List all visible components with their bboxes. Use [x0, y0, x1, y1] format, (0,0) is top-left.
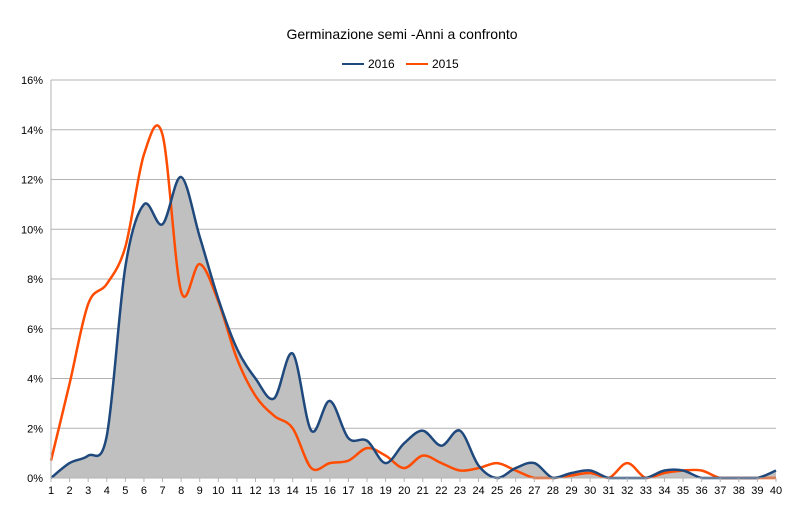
- x-tick-label: 33: [640, 485, 652, 497]
- x-tick-label: 5: [122, 485, 128, 497]
- axes: [50, 80, 777, 482]
- chart-title: Germinazione semi -Anni a confronto: [286, 26, 517, 42]
- series-line-2016: [50, 175, 777, 480]
- y-tick-label: 12%: [21, 175, 43, 187]
- x-tick-label: 25: [491, 485, 503, 497]
- x-tick-label: 10: [212, 485, 224, 497]
- x-tick-label: 17: [342, 485, 354, 497]
- x-tick-label: 30: [584, 485, 596, 497]
- x-tick-label: 14: [287, 485, 299, 497]
- x-tick-label: 35: [677, 485, 689, 497]
- x-tick-label: 39: [751, 485, 763, 497]
- x-tick-label: 34: [658, 485, 670, 497]
- x-tick-label: 19: [379, 485, 391, 497]
- legend: 2016 2015: [342, 57, 459, 71]
- x-tick-label: 1: [48, 485, 54, 497]
- x-tick-label: 3: [85, 485, 91, 497]
- x-tick-label: 28: [547, 485, 559, 497]
- x-tick-label: 32: [621, 485, 633, 497]
- y-tick-label: 16%: [21, 75, 43, 87]
- x-tick-label: 8: [178, 485, 184, 497]
- y-tick-label: 14%: [21, 125, 43, 137]
- x-tick-label: 7: [159, 485, 165, 497]
- x-tick-label: 38: [733, 485, 745, 497]
- y-tick-label: 0%: [27, 473, 43, 485]
- x-tick-label: 27: [528, 485, 540, 497]
- x-tick-label: 20: [398, 485, 410, 497]
- y-tick-label: 10%: [21, 224, 43, 236]
- x-tick-label: 12: [249, 485, 261, 497]
- x-tick-label: 29: [565, 485, 577, 497]
- y-tick-label: 8%: [27, 274, 43, 286]
- x-tick-label: 2: [67, 485, 73, 497]
- x-tick-label: 26: [510, 485, 522, 497]
- x-tick-label: 21: [417, 485, 429, 497]
- series-layer: [49, 124, 777, 480]
- x-tick-label: 6: [141, 485, 147, 497]
- x-tick-label: 23: [454, 485, 466, 497]
- x-tick-label: 15: [305, 485, 317, 497]
- x-tick-label: 31: [603, 485, 615, 497]
- y-tick-labels: 0% 2% 4% 6% 8% 10% 12% 14% 16%: [21, 75, 43, 485]
- x-tick-label: 16: [324, 485, 336, 497]
- y-tick-label: 2%: [27, 423, 43, 435]
- x-tick-labels: 1 2 3 4 5 6 7 8 9 10 11 12 13 14 15 16 17 18 19 20 21 22 23 24 2…: [48, 485, 782, 497]
- x-tick-label: 37: [714, 485, 726, 497]
- legend-label-2015: 2015: [432, 57, 459, 71]
- x-tick-label: 40: [770, 485, 782, 497]
- area-fill-layer: [51, 176, 776, 479]
- y-tick-label: 6%: [27, 324, 43, 336]
- x-tick-label: 4: [104, 485, 110, 497]
- legend-label-2016: 2016: [368, 57, 395, 71]
- x-tick-label: 11: [231, 485, 242, 497]
- x-tick-label: 13: [268, 485, 280, 497]
- x-tick-label: 36: [696, 485, 708, 497]
- x-tick-label: 18: [361, 485, 373, 497]
- area-fill-2016: [51, 176, 776, 479]
- x-tick-label: 24: [472, 485, 484, 497]
- x-tick-label: 22: [435, 485, 447, 497]
- y-tick-label: 4%: [27, 374, 43, 386]
- x-tick-label: 9: [197, 485, 203, 497]
